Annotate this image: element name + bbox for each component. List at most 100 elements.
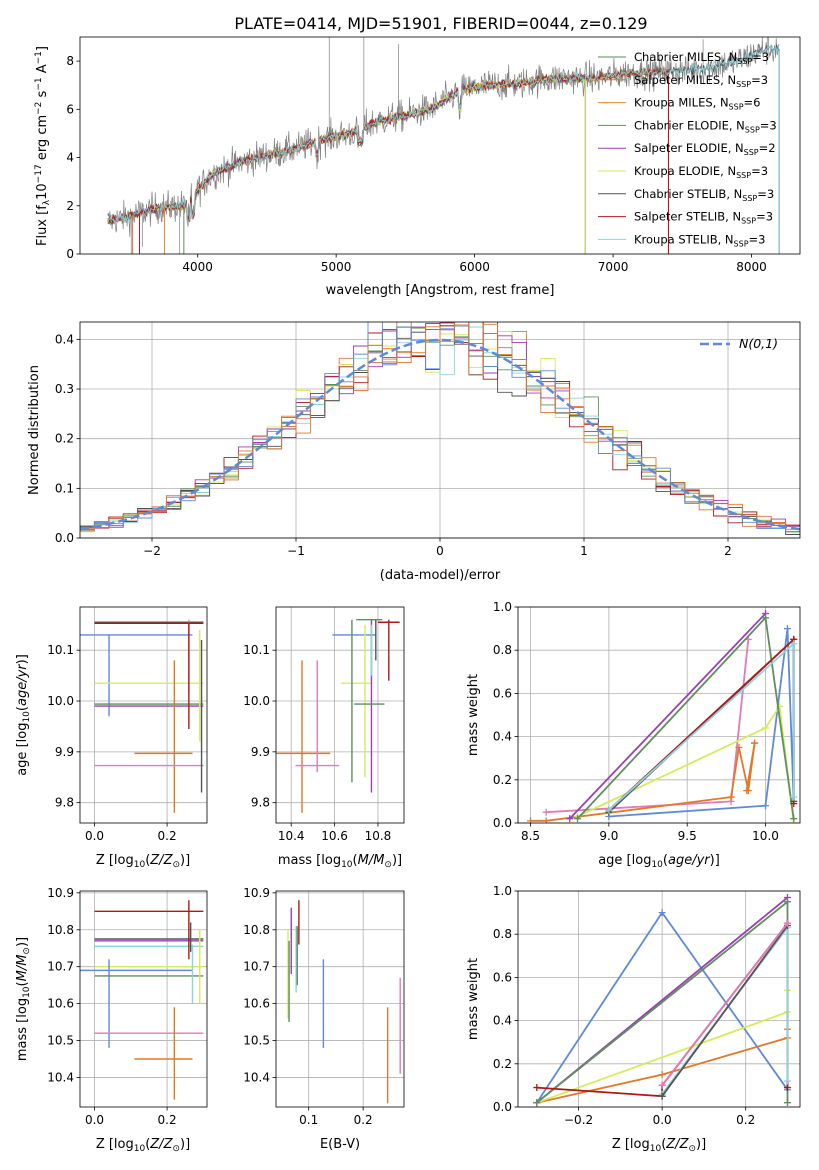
y-tick-label: 10.5 — [243, 1034, 270, 1048]
y-tick-label: 9.8 — [55, 796, 74, 810]
plot-area — [287, 900, 401, 1104]
mass-weight-point — [783, 1084, 791, 1092]
plot-area — [527, 609, 798, 823]
x-tick-label: 0.2 — [158, 829, 177, 843]
x-axis-label: Z [log10(Z/Z⊙)] — [96, 853, 190, 870]
y-tick-label: 1.0 — [493, 600, 512, 614]
y-tick-label: 0.0 — [55, 531, 74, 545]
mass-weight-point — [574, 815, 582, 823]
y-tick-label: 0.4 — [55, 332, 74, 346]
mass-weight-point — [658, 1071, 666, 1079]
grid — [276, 891, 404, 1107]
axes-age_vs_Z: 0.0 0.2 9.8 9.9 10.0 10.1 Z [log10(Z/Z⊙)] age [… — [15, 606, 208, 870]
mass-weight-point — [790, 815, 798, 823]
grid — [80, 607, 207, 823]
mass-weight-point — [783, 1099, 791, 1107]
mass-weight-point — [658, 1092, 666, 1100]
axes-frame — [517, 606, 801, 824]
y-tick-label: 10.0 — [47, 694, 74, 708]
x-axis-label: E(B-V) — [320, 1137, 360, 1152]
legend-label: Chabrier ELODIE, NSSP=3 — [634, 118, 777, 134]
y-tick-label: 0.2 — [493, 773, 512, 787]
y-tick-label: 0.4 — [493, 730, 512, 744]
y-axis-label: Normed distribution — [27, 365, 42, 495]
x-tick-label: 10.0 — [752, 829, 779, 843]
legend-label: Salpeter MILES, NSSP=3 — [634, 73, 768, 89]
histogram-steps — [80, 322, 800, 532]
axes-age_vs_mass: 10.4 10.6 10.8 9.8 9.9 10.0 10.1 mass [log10(M/… — [243, 606, 405, 870]
y-tick-label: 10.9 — [47, 886, 74, 900]
x-axis-label: Z [log10(Z/Z⊙)] — [96, 1137, 190, 1154]
mass-weight-line — [546, 639, 750, 814]
axes-frame — [79, 606, 208, 824]
y-axis-label: mass weight — [466, 958, 481, 1040]
y-tick-label: 0.2 — [493, 1057, 512, 1071]
mass-weight-point — [527, 817, 535, 823]
mass-weight-point — [762, 724, 770, 732]
axes-frame — [517, 890, 801, 1108]
axes-frame — [275, 606, 405, 824]
x-tick-label: 0 — [436, 544, 444, 558]
grid — [276, 607, 404, 823]
y-tick-label: 0.0 — [493, 1100, 512, 1114]
legend-label: Salpeter ELODIE, NSSP=2 — [634, 141, 776, 157]
mass-weight-point — [658, 1081, 666, 1089]
x-tick-label: 8000 — [736, 260, 767, 274]
model-line — [107, 44, 780, 226]
y-tick-label: 0.1 — [55, 481, 74, 495]
x-tick-label: 0.2 — [736, 1113, 755, 1127]
x-axis-label: (data-model)/error — [380, 568, 501, 583]
y-tick-label: 9.9 — [251, 745, 270, 759]
x-tick-label: 1 — [580, 544, 588, 558]
mass-weight-point — [762, 614, 770, 622]
ticks: 0.0 0.2 10.4 10.5 10.6 10.7 10.8 10.9 — [47, 886, 176, 1127]
y-tick-label: 10.8 — [243, 923, 270, 937]
y-axis-label: age [log10(age/yr)] — [15, 654, 32, 776]
mass-weight-point — [566, 815, 574, 823]
mass-weight-point — [790, 793, 798, 801]
ticks: −2 −1 0 1 2 0.0 0.1 0.2 0.3 0.4 — [55, 332, 732, 558]
legend-label: Kroupa MILES, NSSP=6 — [634, 96, 760, 112]
x-axis-label: wavelength [Angstrom, rest frame] — [326, 283, 555, 298]
plot-area — [107, 37, 780, 254]
model-line — [107, 71, 586, 226]
mass-weight-line — [661, 922, 789, 1086]
mass-weight-point — [783, 1077, 791, 1085]
y-axis-label: Flux [fλ10−17 erg cm−2 s−1 A−1] — [34, 46, 52, 246]
y-tick-label: 6 — [66, 102, 74, 116]
x-tick-label: −0.2 — [564, 1113, 593, 1127]
mass-weight-point — [790, 640, 798, 648]
x-tick-label: 10.4 — [278, 829, 305, 843]
mass-weight-point — [783, 625, 791, 633]
legend-label: Kroupa STELIB, NSSP=3 — [634, 232, 765, 248]
y-tick-label: 10.7 — [47, 960, 74, 974]
mass-weight-point — [790, 800, 798, 808]
observed-spectrum — [107, 37, 780, 237]
y-tick-label: 0.4 — [493, 1014, 512, 1028]
x-axis-label: mass [log10(M/M⊙)] — [278, 853, 402, 870]
x-tick-label: 7000 — [598, 260, 629, 274]
x-tick-label: 4000 — [182, 260, 213, 274]
y-tick-label: 4 — [66, 151, 74, 165]
x-tick-label: 8.5 — [521, 829, 540, 843]
y-tick-label: 0.8 — [493, 927, 512, 941]
ticks: −0.2 0.0 0.2 0.0 0.2 0.4 0.6 0.8 1.0 — [493, 884, 755, 1127]
y-tick-label: 10.7 — [243, 960, 270, 974]
figure-title: PLATE=0414, MJD=51901, FIBERID=0044, z=0… — [234, 14, 647, 33]
y-tick-label: 0.6 — [493, 970, 512, 984]
y-tick-label: 8 — [66, 54, 74, 68]
axes-frame — [79, 890, 208, 1108]
ticks: 8.5 9.0 9.5 10.0 0.0 0.2 0.4 0.6 0.8 1.0 — [493, 600, 779, 843]
y-tick-label: 10.9 — [243, 886, 270, 900]
mass-weight-point — [727, 793, 735, 801]
plot-area — [533, 893, 791, 1107]
mass-weight-point — [735, 743, 743, 751]
model-line — [107, 74, 586, 224]
legend: Chabrier MILES, NSSP=3 Salpeter MILES, NS… — [598, 50, 777, 248]
x-tick-label: 0.2 — [354, 1113, 373, 1127]
ticks: 0.0 0.2 9.8 9.9 10.0 10.1 — [47, 643, 176, 843]
x-axis-label: age [log10(age/yr)] — [598, 853, 720, 870]
y-tick-label: 2 — [66, 199, 74, 213]
mass-weight-line — [608, 628, 795, 818]
